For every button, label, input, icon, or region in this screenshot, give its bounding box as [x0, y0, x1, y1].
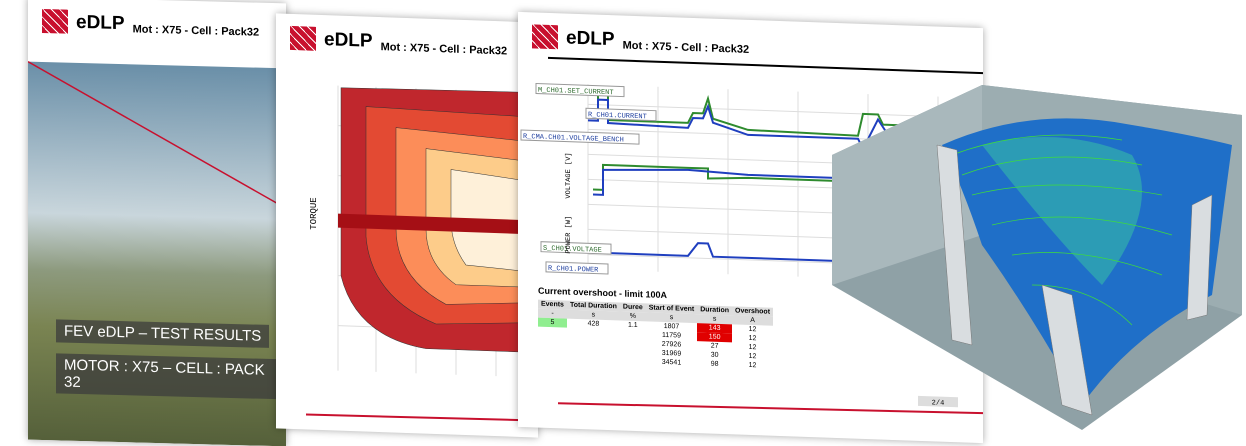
signal-label: M_CH01.SET_CURRENT: [538, 87, 614, 98]
surface-plot: [832, 85, 1242, 430]
event-cell: 98: [710, 360, 719, 368]
event-cell: 12: [748, 361, 757, 370]
axis-label: POWER [W]: [565, 216, 573, 254]
empty-cell: [567, 355, 620, 366]
overshoot-table: Events Total Duration Duree Start of Event D…: [538, 299, 774, 371]
contour-map: TORQUE: [305, 85, 538, 422]
signal-label: R_CH01.CURRENT: [588, 111, 647, 121]
signal-label: R_CH01.POWER: [548, 265, 599, 275]
signal-label: S_CH01.VOLTAGE: [543, 245, 602, 255]
cover-page: eDLP Mot : X75 - Cell : Pack32 FEV eDLP –…: [28, 0, 286, 446]
signal-label: R_CMA.CH01.VOLTAGE_BENCH: [523, 133, 624, 145]
empty-cell: [538, 354, 567, 364]
page-number: 2/4: [932, 399, 945, 407]
y-axis-label: TORQUE: [309, 197, 319, 230]
cover-line: [28, 60, 286, 210]
empty-cell: [620, 356, 646, 366]
axis-label: VOLTAGE [V]: [565, 152, 573, 198]
event-cell: 34541: [661, 358, 682, 367]
cover-subtitle: MOTOR : X75 – CELL : PACK 32: [56, 353, 286, 400]
map-page: eDLP Mot : X75 - Cell : Pack32 TORQUE: [276, 13, 538, 438]
